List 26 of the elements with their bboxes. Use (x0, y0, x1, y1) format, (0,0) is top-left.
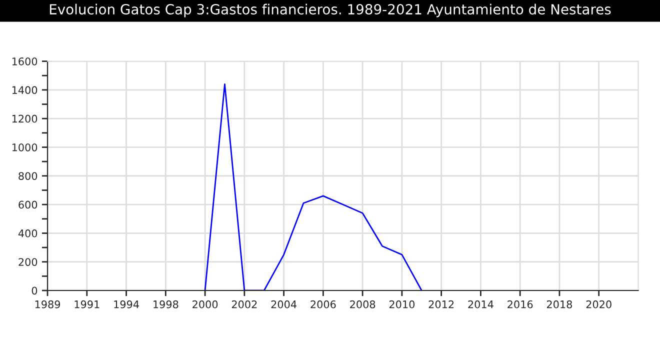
y-tick-label: 800 (18, 172, 38, 180)
x-tick-label: 2010 (389, 300, 415, 308)
y-tick-label: 600 (18, 200, 38, 209)
x-tick-label: 1998 (154, 300, 178, 308)
line-series (204, 83, 422, 290)
y-tick-label: 0 (32, 286, 38, 295)
x-tick-label: 1991 (74, 300, 100, 308)
y-tick-label: 1200 (12, 114, 38, 123)
chart-title: Evolucion Gatos Cap 3:Gastos financieros. 1989-2021 Ayuntamiento de Nestares (50, 4, 611, 18)
y-tick-label: 1600 (12, 57, 38, 66)
x-tick-label: 2006 (310, 300, 336, 308)
x-tick-label: 2000 (192, 300, 218, 308)
y-tick-label: 1000 (12, 143, 38, 152)
x-tick-label: 2020 (586, 300, 612, 308)
x-tick-label: 2008 (350, 300, 376, 308)
y-tick-label: 200 (18, 258, 38, 266)
y-tick-label: 400 (18, 229, 38, 238)
x-tick-label: 2016 (508, 300, 533, 308)
x-tick-label: 2004 (271, 300, 296, 308)
x-tick-label: 2014 (468, 300, 494, 308)
x-tick-label: 2012 (428, 300, 454, 308)
x-tick-label: 2018 (546, 300, 572, 308)
x-tick-label: 2002 (232, 300, 257, 308)
x-tick-label: 1989 (35, 300, 60, 308)
x-tick-label: 1994 (114, 300, 139, 308)
y-tick-label: 1400 (12, 86, 38, 94)
